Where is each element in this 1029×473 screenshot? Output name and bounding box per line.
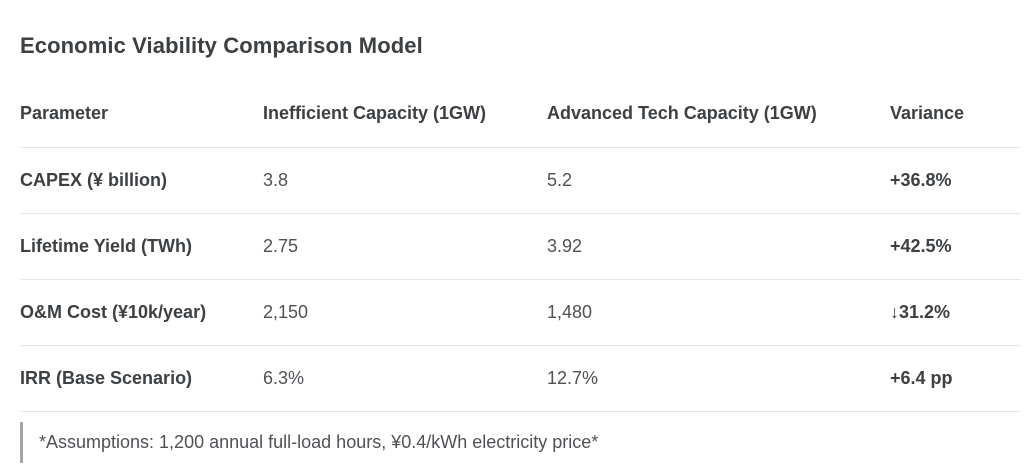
cell-advanced-value: 5.2	[547, 147, 890, 214]
cell-variance-value: +36.8%	[890, 147, 1021, 214]
cell-variance-value: +42.5%	[890, 213, 1021, 280]
table-row-om-cost: O&M Cost (¥10k/year) 2,150 1,480 ↓31.2%	[20, 279, 1021, 346]
assumptions-text: *Assumptions: 1,200 annual full-load hou…	[39, 432, 599, 452]
cell-advanced-value: 3.92	[547, 213, 890, 280]
column-header-variance: Variance	[890, 82, 1021, 148]
table-row-lifetime-yield: Lifetime Yield (TWh) 2.75 3.92 +42.5%	[20, 213, 1021, 280]
cell-parameter: Lifetime Yield (TWh)	[20, 213, 263, 280]
comparison-table: Parameter Inefficient Capacity (1GW) Adv…	[20, 82, 1021, 412]
cell-variance-value: +6.4 pp	[890, 345, 1021, 412]
cell-inefficient-value: 2,150	[263, 279, 547, 346]
cell-parameter: IRR (Base Scenario)	[20, 345, 263, 412]
column-header-parameter: Parameter	[20, 82, 263, 148]
cell-inefficient-value: 3.8	[263, 147, 547, 214]
cell-variance-value: ↓31.2%	[890, 279, 1021, 346]
page-title: Economic Viability Comparison Model	[20, 33, 423, 58]
assumptions-note: *Assumptions: 1,200 annual full-load hou…	[20, 422, 1021, 463]
cell-advanced-value: 1,480	[547, 279, 890, 346]
cell-parameter: O&M Cost (¥10k/year)	[20, 279, 263, 346]
column-header-inefficient-capacity: Inefficient Capacity (1GW)	[263, 82, 547, 148]
table-row-irr: IRR (Base Scenario) 6.3% 12.7% +6.4 pp	[20, 345, 1021, 412]
cell-inefficient-value: 2.75	[263, 213, 547, 280]
table-header-row: Parameter Inefficient Capacity (1GW) Adv…	[20, 82, 1021, 148]
column-header-advanced-tech-capacity: Advanced Tech Capacity (1GW)	[547, 82, 890, 148]
cell-parameter: CAPEX (¥ billion)	[20, 147, 263, 214]
cell-inefficient-value: 6.3%	[263, 345, 547, 412]
cell-advanced-value: 12.7%	[547, 345, 890, 412]
table-row-capex: CAPEX (¥ billion) 3.8 5.2 +36.8%	[20, 147, 1021, 214]
